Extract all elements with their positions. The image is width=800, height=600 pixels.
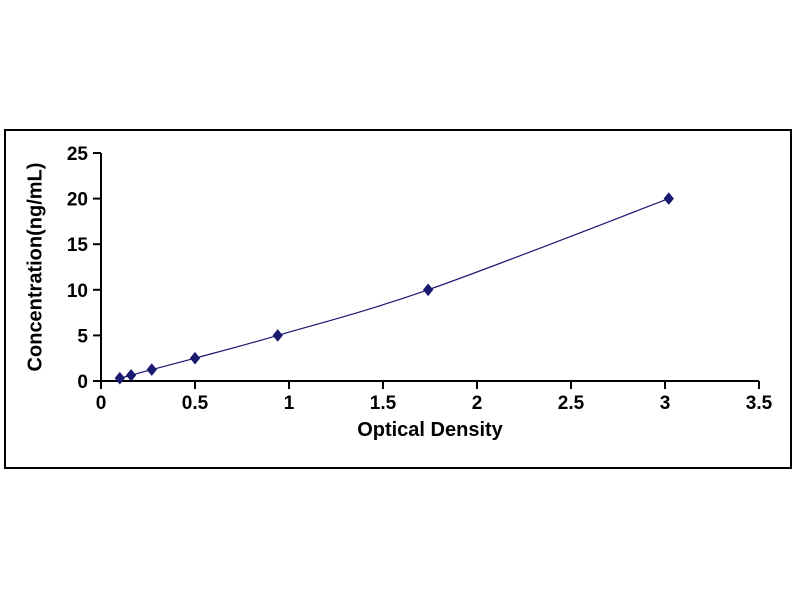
data-point-marker <box>272 329 283 342</box>
x-tick-label: 1 <box>284 393 295 414</box>
y-tick-label: 20 <box>67 190 88 211</box>
x-tick-label: 0 <box>96 393 107 414</box>
y-tick-label: 25 <box>67 144 89 165</box>
y-tick-label: 0 <box>77 372 88 393</box>
standard-curve-plot: 0 0.5 1 1.5 2 2.5 3 3.5 0 5 10 15 20 25 <box>67 144 773 414</box>
x-axis-title: Optical Density <box>357 419 503 441</box>
data-point-marker <box>125 368 137 382</box>
y-tick-label: 10 <box>67 281 88 302</box>
data-point-marker <box>663 192 674 205</box>
data-point-marker <box>146 363 157 376</box>
x-tick-label: 3 <box>660 393 671 414</box>
x-tick-label: 0.5 <box>182 393 209 414</box>
data-point-marker <box>189 351 201 365</box>
curve-line <box>119 198 670 379</box>
y-tick-label: 5 <box>77 326 88 347</box>
x-tick-label: 2 <box>472 393 483 414</box>
x-tick-label: 1.5 <box>370 393 397 414</box>
data-point-marker <box>114 371 125 385</box>
data-point-marker <box>422 283 434 297</box>
y-axis-title: Concentration(ng/mL) <box>24 162 47 372</box>
y-tick-label: 15 <box>67 235 89 256</box>
x-tick-label: 3.5 <box>746 393 773 414</box>
x-tick-label: 2.5 <box>558 393 585 414</box>
chart-frame: 0 0.5 1 1.5 2 2.5 3 3.5 0 5 10 15 20 25 Concentration… <box>4 129 792 469</box>
